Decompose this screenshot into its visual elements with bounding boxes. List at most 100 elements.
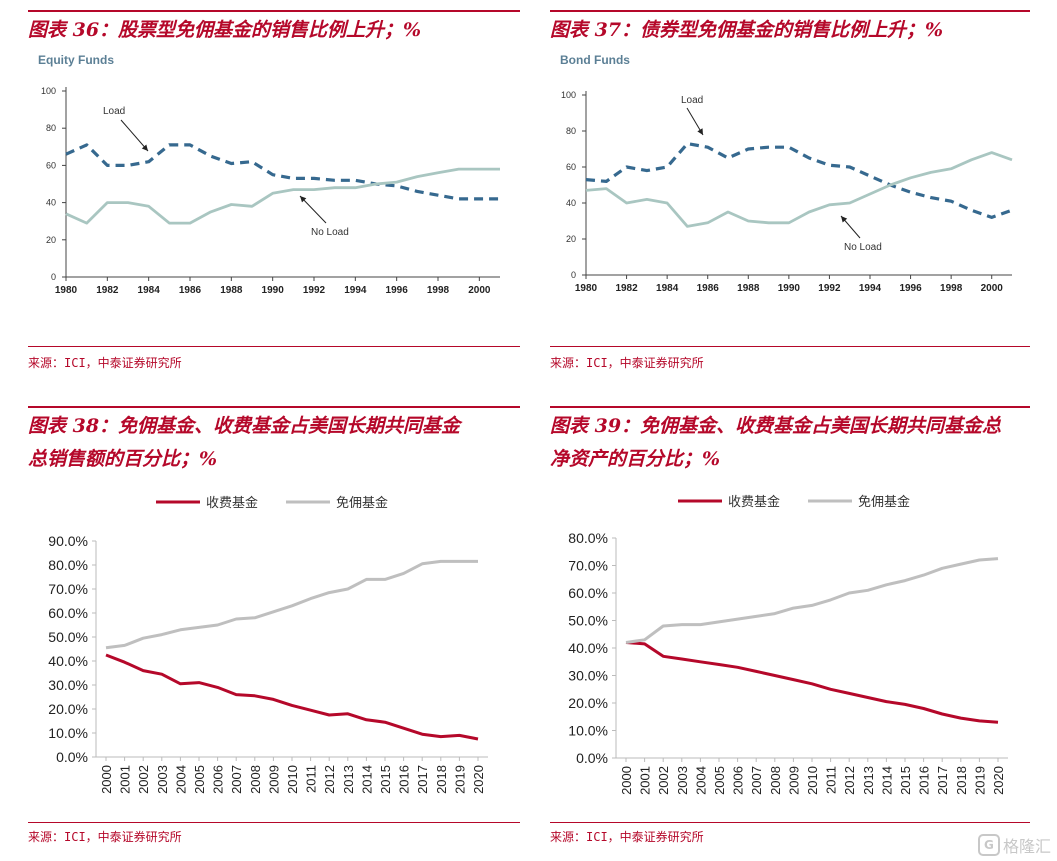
y-tick-label: 60.0% [48,605,88,621]
y-tick-label: 80.0% [568,530,608,546]
x-tick-label: 1990 [262,285,285,296]
y-tick-label: 60 [46,160,56,170]
y-tick-label: 30.0% [48,677,88,693]
chart-title-line2: 总销售额的百分比；% [28,448,218,470]
x-tick-label: 2001 [638,766,653,795]
x-tick-label: 1994 [344,285,367,296]
series-line-load [65,143,500,201]
annotation-load-arrowhead [697,128,703,135]
x-tick-label: 2013 [341,765,356,794]
y-tick-label: 80 [46,123,56,133]
x-tick-label: 2015 [378,765,393,794]
x-tick-label: 2008 [768,766,783,795]
x-tick-label: 1998 [940,283,963,294]
x-tick-label: 2017 [935,766,950,795]
watermark-logo-icon: G [977,834,1000,856]
series-line [625,641,999,724]
x-tick-label: 2002 [656,766,671,795]
x-tick-label: 2003 [675,766,690,795]
x-tick-label: 1990 [778,283,801,294]
chart-equity-funds: Equity Funds 0 20 40 60 80 100 1980 1982 1984 1986… [38,53,500,296]
annotation-no-load-arrowhead [841,216,848,223]
legend-label: 免佣基金 [336,495,388,510]
series-line [105,653,479,741]
x-tick-label: 2000 [981,283,1004,294]
chart-subtitle: Bond Funds [560,53,630,67]
chart-title: 图表 36：股票型免佣基金的销售比例上升；% [28,19,422,41]
x-tick-label: 2009 [266,765,281,794]
y-tick-label: 50.0% [568,613,608,629]
x-tick-label: 1982 [615,283,638,294]
y-tick-label: 100 [41,86,56,96]
x-tick-label: 2019 [452,765,467,794]
x-tick-label: 2000 [468,285,491,296]
x-tick-label: 1992 [303,285,326,296]
chart-bond-funds: Bond Funds 0 20 40 60 80 100 1980 1982 1984 1986 19… [560,53,1013,294]
x-tick-label: 2011 [304,765,319,793]
annotation-no-load-arrowhead [300,196,307,203]
panel-38: 图表 38：免佣基金、收费基金占美国长期共同基金 总销售额的百分比；% 收费基金… [28,406,520,851]
x-tick-label: 2000 [99,765,114,794]
x-tick-label: 1996 [386,285,409,296]
x-tick-label: 2007 [229,765,244,794]
x-tick-label: 2003 [155,765,170,794]
y-tick-label: 70.0% [48,581,88,597]
annotation-no-load: No Load [311,227,349,238]
y-tick-label: 0.0% [576,750,608,766]
x-tick-label: 2006 [211,765,226,794]
series-line-no-load [65,167,500,225]
x-tick-label: 2004 [173,765,188,794]
y-tick-label: 30.0% [568,668,608,684]
x-tick-label: 1994 [859,283,882,294]
y-tick-label: 20 [566,234,576,244]
x-tick-label: 2014 [879,766,894,795]
series-line [625,557,999,644]
x-tick-label: 2005 [192,765,207,794]
y-tick-label: 100 [561,90,576,100]
chart-assets-share: 收费基金 免佣基金 0.0% 10.0% 20.0% 30.0% 40.0% 50.0% 60.… [568,494,1008,795]
x-tick-label: 1992 [818,283,841,294]
chart-subtitle: Equity Funds [38,53,114,67]
x-tick-label: 2016 [917,766,932,795]
x-tick-label: 2019 [972,766,987,795]
series-line [105,559,478,650]
source-note: 来源：ICI，中泰证券研究所 [28,830,182,844]
x-tick-label: 1996 [899,283,922,294]
x-tick-label: 2009 [786,766,801,795]
x-tick-label: 1986 [697,283,720,294]
y-tick-label: 40.0% [48,653,88,669]
y-tick-label: 80 [566,126,576,136]
x-tick-label: 1982 [96,285,119,296]
annotation-no-load-arrow [299,195,327,224]
x-tick-label: 2014 [359,765,374,794]
y-tick-label: 10.0% [48,725,88,741]
x-tick-label: 2020 [991,766,1006,795]
legend-label: 免佣基金 [858,494,910,509]
y-tick-label: 90.0% [48,533,88,549]
x-tick-label: 2004 [693,766,708,795]
y-tick-label: 0.0% [56,749,88,765]
x-tick-label: 2010 [805,766,820,795]
x-tick-label: 2010 [285,765,300,794]
y-tick-label: 80.0% [48,557,88,573]
x-tick-label: 2001 [118,765,133,794]
y-tick-label: 20 [46,235,56,245]
x-tick-label: 2020 [471,765,486,794]
annotation-load-arrowhead [141,144,148,151]
x-tick-label: 2018 [954,766,969,795]
x-tick-label: 2012 [322,765,337,794]
x-tick-label: 2018 [434,765,449,794]
panel-37: 图表 37：债券型免佣基金的销售比例上升；% Bond Funds 0 20 40 60… [550,10,1030,380]
panel-36: 图表 36：股票型免佣基金的销售比例上升；% Equity Funds 0 20 40… [28,10,520,380]
y-tick-label: 60 [566,162,576,172]
y-tick-label: 0 [571,270,576,280]
source-note: 来源：ICI，中泰证券研究所 [550,830,704,844]
y-tick-label: 20.0% [568,695,608,711]
chart-sales-share: 收费基金 免佣基金 0.0% 10.0% 20.0% 30.0% 40.0% 50.0% 60.… [48,495,488,794]
y-tick-label: 10.0% [568,723,608,739]
series-line-load [585,141,1013,219]
y-tick-label: 40 [46,198,56,208]
chart-title-line1: 图表 39：免佣基金、收费基金占美国长期共同基金总 [550,415,1002,437]
x-tick-label: 2006 [731,766,746,795]
x-tick-label: 2000 [619,766,634,795]
